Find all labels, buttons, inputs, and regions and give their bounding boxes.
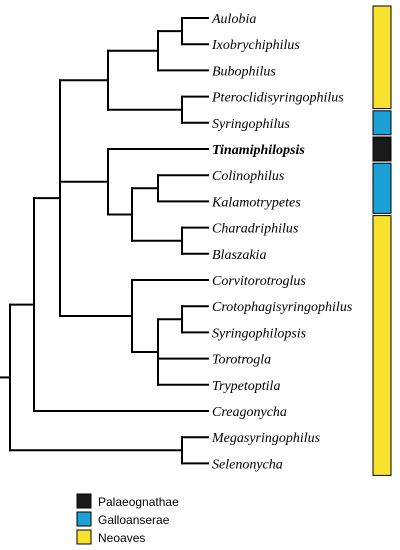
host-bar-palaeognathae — [372, 136, 392, 162]
taxon-label: Ixobrychiphilus — [211, 38, 300, 53]
legend: Palaeognathae Galloanserae Neoaves — [76, 493, 179, 545]
taxon-label: Crotophagisyringophilus — [212, 300, 353, 315]
legend-swatch-neoaves — [76, 529, 92, 545]
host-group-bars — [372, 5, 392, 476]
legend-label-neoaves: Neoaves — [98, 531, 145, 545]
taxon-label: Kalamotrypetes — [211, 195, 301, 210]
taxon-label: Tinamiphilopsis — [212, 143, 305, 158]
legend-swatch-galloanserae — [76, 511, 92, 527]
taxon-label: Syringophilopsis — [212, 326, 307, 341]
taxon-label: Blaszakia — [212, 248, 266, 263]
taxon-label: Corvitorotroglus — [212, 274, 306, 289]
taxon-label: Aulobia — [211, 12, 256, 27]
taxon-label: Selenonycha — [212, 457, 283, 472]
host-bar-galloanserae — [372, 162, 392, 214]
legend-label-palaeognathae: Palaeognathae — [98, 495, 179, 509]
taxon-label: Colinophilus — [212, 169, 285, 184]
legend-swatch-palaeognathae — [76, 493, 92, 509]
taxon-label: Syringophilus — [212, 117, 290, 132]
taxon-label: Bubophilus — [212, 64, 276, 79]
taxon-labels: Aulobia Ixobrychiphilus Bubophilus Pterocli… — [211, 12, 353, 472]
taxon-label: Torotrogla — [212, 353, 271, 368]
taxon-label: Pteroclidisyringophilus — [211, 91, 344, 106]
taxon-label: Charadriphilus — [212, 222, 299, 237]
host-bar-neoaves — [372, 215, 392, 476]
legend-label-galloanserae: Galloanserae — [98, 513, 170, 527]
taxon-label: Creagonycha — [212, 405, 287, 420]
host-bar-galloanserae — [372, 110, 392, 136]
host-bar-neoaves — [372, 5, 392, 110]
taxon-label: Trypetoptila — [212, 379, 280, 394]
taxon-label: Megasyringophilus — [211, 431, 321, 446]
tree-branches — [0, 17, 209, 465]
